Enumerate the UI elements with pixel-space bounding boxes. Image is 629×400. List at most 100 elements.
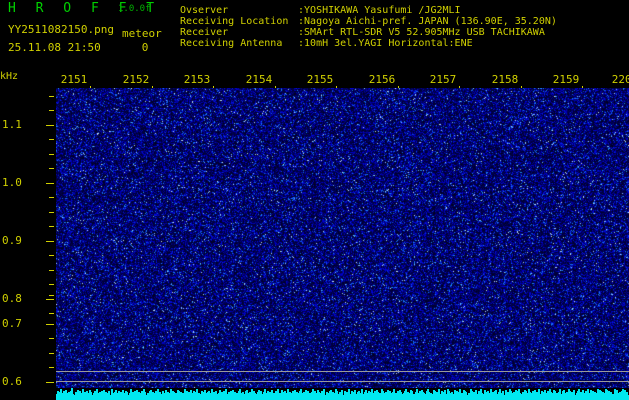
amplitude-bar — [359, 393, 361, 400]
info-row: Receiving Location:Nagoya Aichi-pref. JA… — [180, 16, 557, 27]
time-tick-label: 2154 — [245, 73, 273, 86]
frequency-axis: 1.1 1.0 0.9 0.8 0.7 0.6 — [0, 88, 56, 400]
spectrogram-plot — [56, 88, 629, 388]
info-row-key: Receiving Antenna — [180, 38, 283, 49]
frequency-tick-major — [46, 299, 54, 300]
amplitude-bar — [72, 394, 74, 400]
frequency-tick-major — [46, 324, 54, 325]
info-row: Receiver:SMArt RTL-SDR V5 52.905MHz USB … — [180, 27, 557, 38]
frequency-tick-minor — [49, 168, 54, 169]
frequency-tick-minor — [49, 367, 54, 368]
info-row: Receiving Antenna:10mH 3el.YAGI Horizont… — [180, 38, 557, 49]
time-axis: 2151 2152 2153 2154 2155 2156 2157 2158 2159 2200 — [0, 73, 629, 90]
amplitude-bar — [126, 392, 128, 400]
amplitude-bar — [587, 389, 589, 400]
amplitude-bar — [413, 394, 415, 400]
app-title: H R O F F T — [8, 1, 161, 16]
info-row-key: Receiver — [180, 27, 229, 38]
spectrogram-noise-layer — [56, 88, 629, 388]
amplitude-bar — [502, 391, 504, 400]
frequency-tick-minor — [49, 110, 54, 111]
amplitude-bar — [162, 391, 164, 400]
info-row: Ovserver:YOSHIKAWA Yasufumi /JG2MLI — [180, 5, 557, 16]
frequency-tick-minor — [49, 353, 54, 354]
frequency-tick-minor — [49, 284, 54, 285]
amplitude-bar — [108, 391, 110, 400]
amplitude-bar — [198, 393, 200, 400]
frequency-tick-label: 1.0 — [2, 176, 22, 189]
amplitude-bar — [393, 389, 395, 400]
frequency-tick-minor — [49, 154, 54, 155]
amplitude-bar — [341, 390, 343, 400]
time-tick-label: 2159 — [552, 73, 580, 86]
amplitude-bar — [395, 393, 397, 400]
frequency-tick-minor — [49, 270, 54, 271]
meteor-counter-label: meteor — [122, 27, 162, 40]
amplitude-bar — [348, 389, 350, 400]
frequency-tick-major — [46, 183, 54, 184]
info-row-key: Receiving Location — [180, 16, 289, 27]
amplitude-bar — [234, 392, 236, 400]
amplitude-bar — [323, 389, 325, 400]
frequency-tick-minor — [49, 197, 54, 198]
frequency-tick-label: 0.9 — [2, 234, 22, 247]
time-tick-label: 2153 — [183, 73, 211, 86]
frequency-tick-minor — [49, 313, 54, 314]
frequency-tick-major — [46, 125, 54, 126]
frequency-unit-label: kHz — [0, 71, 19, 82]
frequency-tick-label: 0.8 — [2, 292, 22, 305]
amplitude-bar — [484, 390, 486, 400]
amplitude-bar — [312, 389, 314, 400]
time-tick-label: 2152 — [122, 73, 150, 86]
frequency-tick-major — [46, 382, 54, 383]
info-row-separator: : — [298, 5, 305, 16]
observation-time-label: 25.11.08 21:50 — [8, 41, 101, 54]
frequency-tick-minor — [49, 212, 54, 213]
time-tick-label: 2151 — [60, 73, 88, 86]
info-row-key: Ovserver — [180, 5, 229, 16]
amplitude-bar — [300, 389, 302, 400]
info-row-separator: : — [298, 27, 305, 38]
amplitude-bar — [466, 395, 468, 400]
amplitude-strip — [56, 388, 629, 400]
reference-line — [56, 381, 629, 382]
time-tick-label: 2158 — [491, 73, 519, 86]
reference-line — [56, 371, 629, 372]
amplitude-bar — [225, 389, 227, 400]
amplitude-bar — [610, 392, 612, 400]
amplitude-bar — [180, 392, 182, 400]
info-row-value: YOSHIKAWA Yasufumi /JG2MLI — [304, 5, 461, 16]
frequency-tick-minor — [49, 226, 54, 227]
amplitude-bar — [520, 394, 522, 400]
file-name-label: YY2511082150.png — [8, 23, 114, 36]
frequency-tick-label: 0.6 — [2, 375, 22, 388]
frequency-tick-label: 1.1 — [2, 118, 22, 131]
info-row-separator: : — [298, 16, 305, 27]
info-row-value: 10mH 3el.YAGI Horizontal:ENE — [304, 38, 473, 49]
info-row-value: Nagoya Aichi-pref. JAPAN (136.90E, 35.20… — [304, 16, 557, 27]
amplitude-bar — [305, 390, 307, 400]
amplitude-bar — [405, 389, 407, 400]
amplitude-bar — [448, 391, 450, 400]
amplitude-bar — [538, 389, 540, 400]
time-tick-label: 2200 — [611, 73, 629, 86]
info-row-value: SMArt RTL-SDR V5 52.905MHz USB TACHIKAWA — [304, 27, 545, 38]
observation-info-block: Ovserver:YOSHIKAWA Yasufumi /JG2MLI Recei… — [180, 5, 557, 49]
amplitude-bar — [277, 389, 279, 400]
amplitude-bar — [490, 389, 492, 400]
amplitude-bar — [90, 392, 92, 400]
info-row-separator: : — [298, 38, 305, 49]
amplitude-bar — [216, 394, 218, 400]
app-version-label: 1.0.0f — [118, 4, 151, 14]
time-tick-label: 2155 — [306, 73, 334, 86]
amplitude-bar — [556, 393, 558, 400]
amplitude-bar — [251, 389, 253, 400]
amplitude-bar — [574, 395, 576, 400]
amplitude-bar — [287, 389, 289, 400]
frequency-tick-minor — [49, 338, 54, 339]
header-panel: H R O F F T 1.0.0f YY2511082150.png 25.1… — [0, 0, 629, 68]
time-tick-label: 2157 — [429, 73, 457, 86]
amplitude-bar — [459, 389, 461, 400]
frequency-tick-minor — [49, 96, 54, 97]
